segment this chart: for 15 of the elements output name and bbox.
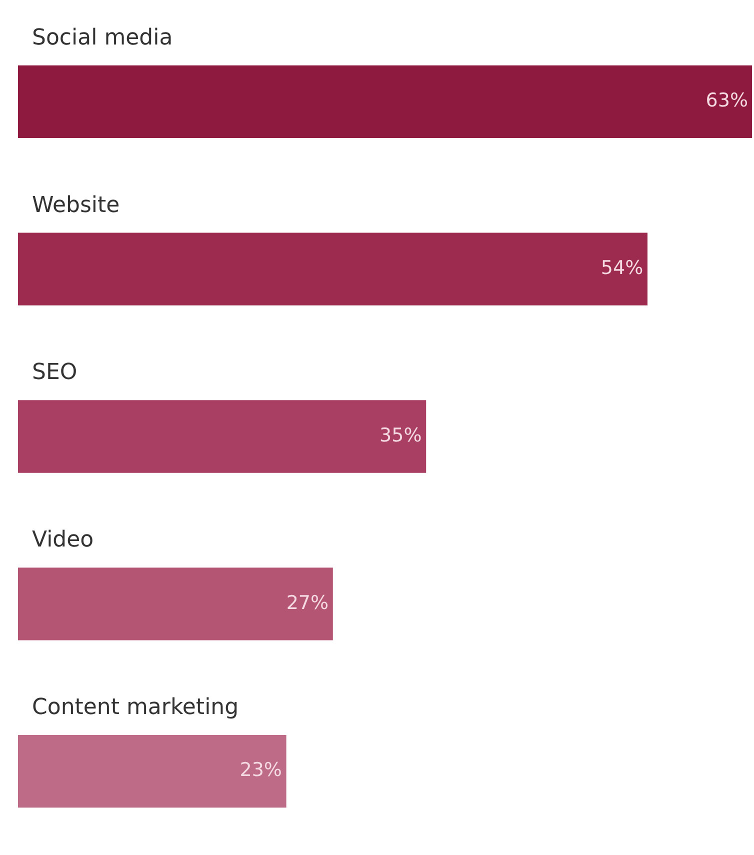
bar xyxy=(18,65,752,138)
data-label: 63% xyxy=(706,90,748,112)
data-label: 27% xyxy=(286,592,329,614)
data-label: 23% xyxy=(240,759,282,782)
y-tick-label: Content marketing xyxy=(32,695,239,720)
y-tick-label: SEO xyxy=(32,360,78,386)
y-tick-label: Website xyxy=(32,192,120,218)
data-label: 54% xyxy=(600,257,644,280)
bar xyxy=(18,734,286,808)
bar xyxy=(18,232,648,306)
bar xyxy=(18,568,333,640)
y-tick-label: Video xyxy=(32,528,94,553)
y-tick-label: Social media xyxy=(32,25,173,50)
data-label: 35% xyxy=(380,424,422,446)
bar xyxy=(18,400,426,473)
